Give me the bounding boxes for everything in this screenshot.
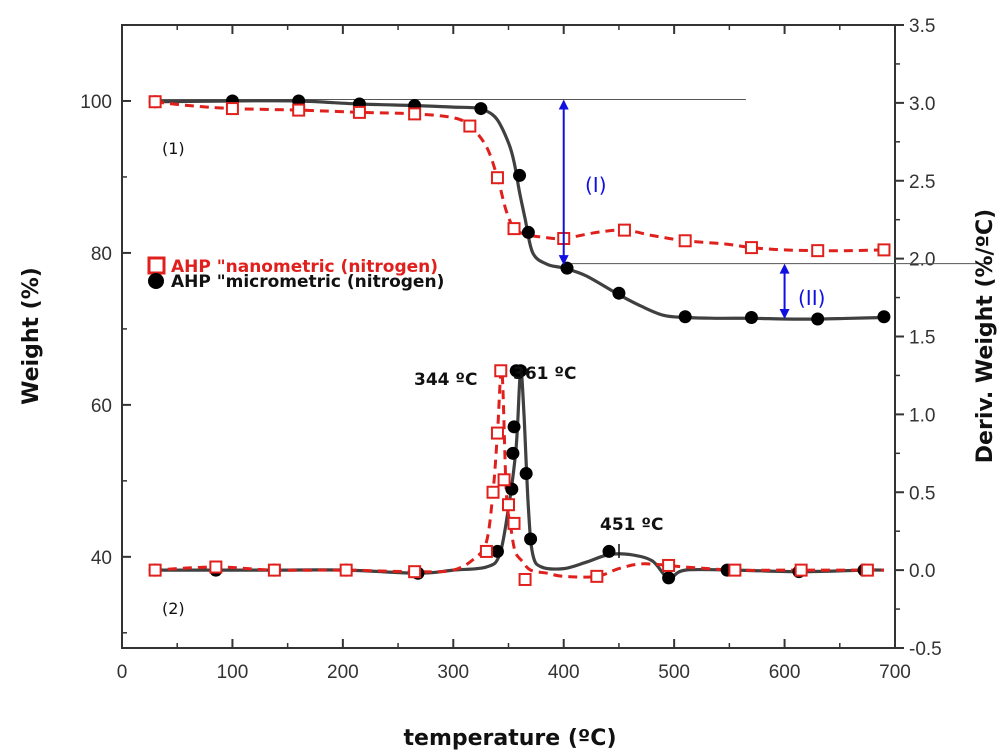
- nano-deriv-point: [339, 563, 353, 577]
- y-tick-label: 60: [91, 396, 112, 417]
- micro-deriv-point: [506, 446, 520, 460]
- micro-deriv-point: [524, 532, 538, 546]
- micro-deriv-point: [602, 544, 616, 558]
- nano-deriv-point: [497, 473, 511, 487]
- y-tick-label: 80: [91, 244, 112, 265]
- nano-deriv-point: [590, 569, 604, 583]
- y2-axis-title: Deriv. Weight (%/ºC): [973, 209, 998, 463]
- axis-ticks: 0 100 200 300 400 500 600 700 40 60 80 100 -0.5 0.0 0.…: [80, 16, 941, 683]
- micro-deriv-point: [662, 571, 676, 585]
- micro-weight-point: [560, 261, 574, 275]
- arrow-head-bottom: [779, 309, 790, 320]
- y2-tick-label: 3.0: [909, 94, 935, 115]
- arrow-head-top: [779, 263, 790, 274]
- nano-deriv-point: [209, 560, 223, 574]
- legend-label-nano: AHP "nanometric (nitrogen): [171, 257, 438, 277]
- nano-weight-point: [408, 107, 422, 121]
- nano-weight-point: [617, 223, 631, 237]
- arrows: [558, 99, 790, 320]
- nano-weight-point: [507, 222, 521, 236]
- markers: [148, 94, 891, 586]
- x-tick-label: 300: [437, 662, 469, 683]
- curve-label-2: (2): [162, 599, 185, 618]
- legend: AHP "nanometric (nitrogen) AHP "micromet…: [147, 256, 444, 292]
- x-tick-label: 500: [658, 662, 690, 683]
- micro-deriv-point: [519, 467, 533, 481]
- y2-tick-label: 1.0: [909, 405, 935, 426]
- nano-deriv-point: [662, 558, 676, 572]
- micro-weight-point: [877, 310, 891, 324]
- x-tick-label: 0: [117, 662, 128, 683]
- peak-label-second: 451 ºC: [600, 515, 663, 535]
- nano-weight-point: [744, 241, 758, 255]
- nano-deriv-point: [479, 544, 493, 558]
- arrow-label-II: (II): [798, 286, 825, 310]
- nano-weight-point: [463, 119, 477, 133]
- x-axis-title: temperature (ºC): [404, 726, 617, 751]
- y2-tick-label: 2.5: [909, 172, 935, 193]
- nano-deriv-point: [408, 565, 422, 579]
- arrow-head-bottom: [558, 255, 569, 266]
- nano-weight-point: [148, 95, 162, 109]
- nano-deriv-point: [148, 563, 162, 577]
- micro-weight-point: [744, 311, 758, 325]
- y2-tick-label: 1.5: [909, 328, 935, 349]
- nano-deriv-point: [502, 498, 515, 512]
- micro-derivative-line: [152, 369, 885, 580]
- nano-weight-point: [678, 234, 692, 248]
- plot-frame: [121, 24, 896, 649]
- nano-weight-point: [292, 103, 306, 117]
- peak-label-micro: 361 ºC: [513, 364, 576, 384]
- nano-deriv-point: [794, 563, 808, 577]
- micro-weight-point: [513, 168, 527, 182]
- micro-deriv-point: [490, 544, 504, 558]
- nano-weight-point: [811, 244, 825, 258]
- reference-lines: [155, 98, 989, 265]
- y2-tick-label: 0.0: [909, 561, 935, 582]
- nano-deriv-point: [267, 563, 281, 577]
- nano-weight-point: [490, 171, 504, 185]
- micro-weight-point: [811, 312, 825, 326]
- nano-weight-point: [225, 102, 239, 116]
- x-tick-label: 700: [879, 662, 911, 683]
- nano-deriv-point: [494, 364, 508, 378]
- y2-tick-label: 2.0: [909, 250, 935, 271]
- x-tick-label: 100: [217, 662, 249, 683]
- arrow-label-I: (I): [585, 173, 607, 197]
- x-tick-label: 400: [548, 662, 580, 683]
- micro-deriv-point: [507, 420, 521, 434]
- legend-square-marker: [147, 256, 166, 275]
- nano-deriv-point: [490, 426, 504, 440]
- curve-label-1: (1): [162, 139, 185, 158]
- y-tick-label: 40: [91, 548, 112, 569]
- nano-deriv-point: [486, 485, 500, 499]
- micro-weight-point: [474, 102, 488, 116]
- micro-weight-point: [612, 286, 626, 300]
- y-tick-label: 100: [80, 92, 112, 113]
- nano-deriv-point: [728, 563, 742, 577]
- y-axis-title: Weight (%): [19, 267, 44, 405]
- nano-weight-point: [877, 243, 891, 257]
- micro-weight-point: [521, 225, 535, 239]
- micro-weight-point: [678, 310, 692, 324]
- legend-circle-marker: [148, 273, 164, 289]
- peak-label-nano: 344 ºC: [414, 370, 477, 390]
- y2-tick-label: -0.5: [909, 639, 942, 660]
- nano-deriv-point: [507, 516, 521, 530]
- nano-deriv-point: [518, 572, 532, 586]
- x-tick-label: 200: [327, 662, 359, 683]
- nano-weight-point: [352, 105, 366, 119]
- micro-deriv-point: [514, 364, 528, 378]
- nano-deriv-point: [860, 563, 874, 577]
- legend-label-micro: AHP "micrometric (nitrogen): [171, 272, 444, 292]
- nano-derivative-line: [152, 368, 884, 579]
- x-tick-label: 600: [769, 662, 801, 683]
- y2-tick-label: 0.5: [909, 483, 935, 504]
- y2-tick-label: 3.5: [909, 16, 935, 37]
- arrow-head-top: [558, 99, 569, 110]
